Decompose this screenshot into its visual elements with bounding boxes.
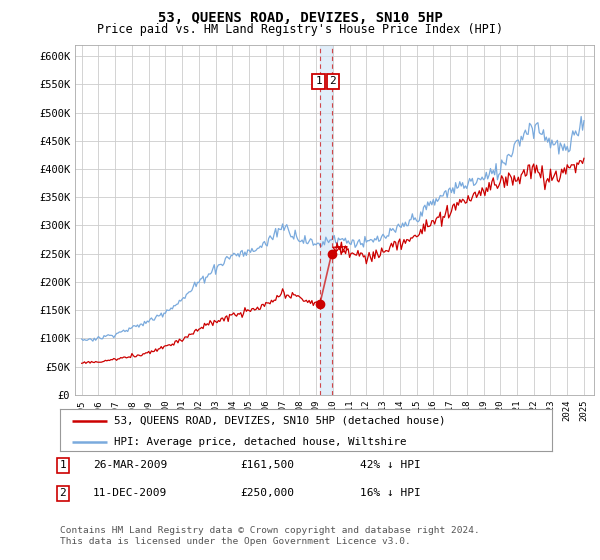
Text: 2: 2	[329, 77, 337, 86]
Text: 1: 1	[59, 460, 67, 470]
Text: 53, QUEENS ROAD, DEVIZES, SN10 5HP: 53, QUEENS ROAD, DEVIZES, SN10 5HP	[158, 11, 442, 25]
Text: 53, QUEENS ROAD, DEVIZES, SN10 5HP (detached house): 53, QUEENS ROAD, DEVIZES, SN10 5HP (deta…	[114, 416, 446, 426]
Text: Price paid vs. HM Land Registry's House Price Index (HPI): Price paid vs. HM Land Registry's House …	[97, 23, 503, 36]
Text: 26-MAR-2009: 26-MAR-2009	[93, 460, 167, 470]
Text: £161,500: £161,500	[240, 460, 294, 470]
Text: 2: 2	[59, 488, 67, 498]
Text: £250,000: £250,000	[240, 488, 294, 498]
Text: 16% ↓ HPI: 16% ↓ HPI	[360, 488, 421, 498]
Bar	[320, 45, 332, 395]
Text: 42% ↓ HPI: 42% ↓ HPI	[360, 460, 421, 470]
Text: 11-DEC-2009: 11-DEC-2009	[93, 488, 167, 498]
Text: 1: 1	[315, 77, 322, 86]
Text: HPI: Average price, detached house, Wiltshire: HPI: Average price, detached house, Wilt…	[114, 437, 407, 446]
Text: Contains HM Land Registry data © Crown copyright and database right 2024.
This d: Contains HM Land Registry data © Crown c…	[60, 526, 480, 546]
